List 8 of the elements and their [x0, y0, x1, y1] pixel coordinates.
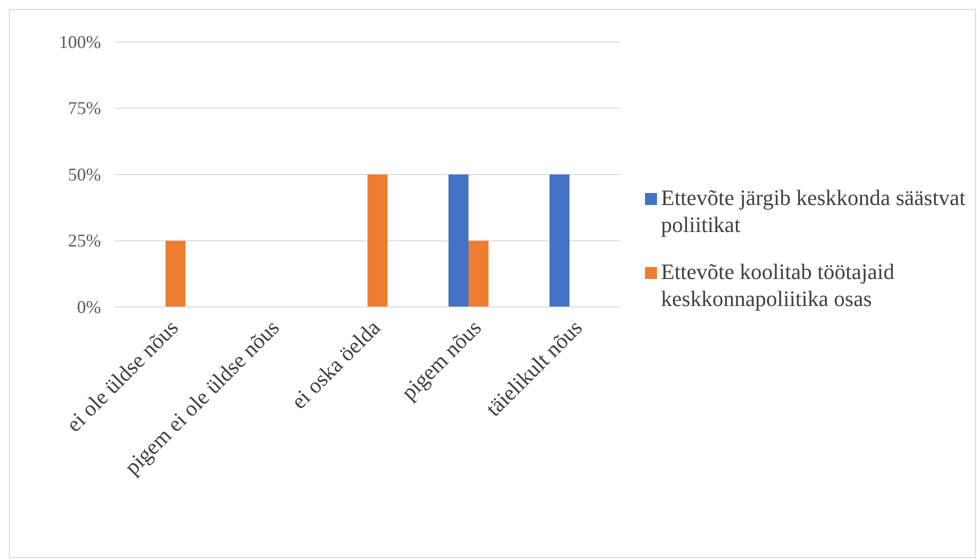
y-tick-label: 0% — [77, 296, 101, 317]
y-tick-label: 25% — [68, 230, 101, 251]
y-tick-label: 75% — [68, 98, 101, 118]
legend-label: Ettevõte koolitab töötajaid keskkonnapoliitika osas — [661, 259, 894, 311]
x-tick-label: ei oska öelda — [286, 314, 386, 414]
y-tick-label: 50% — [68, 164, 101, 184]
y-tick-label: 100% — [59, 32, 101, 52]
legend-label: Ettevõte järgib keskkonda säästvat poliitikat — [661, 185, 966, 237]
